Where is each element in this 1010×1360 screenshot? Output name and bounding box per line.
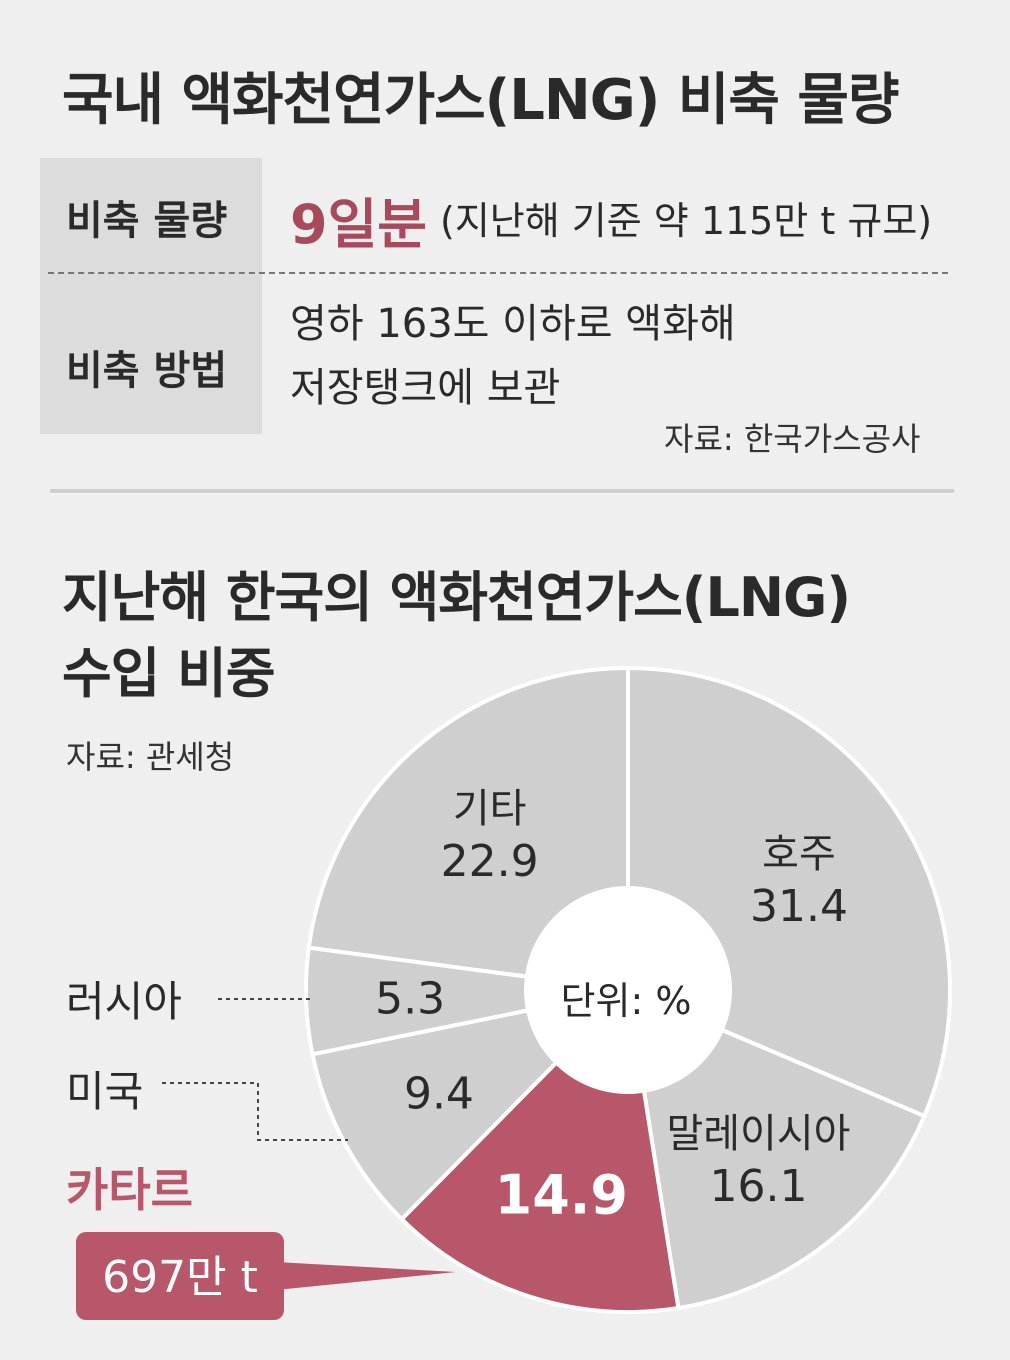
row-label-method: 비축 방법 — [66, 348, 228, 394]
slice-value-others: 22.9 — [441, 836, 539, 887]
method-line-2: 저장탱크에 보관 — [290, 365, 561, 411]
donut-hole — [524, 886, 732, 1094]
center-unit-label: 단위: % — [561, 979, 692, 1023]
slice-name-others: 기타 — [453, 786, 527, 832]
qatar-callout-pointer — [276, 1262, 456, 1290]
table-label-column — [40, 158, 262, 434]
method-line-1: 영하 163도 이하로 액화해 — [290, 301, 736, 347]
stock-detail-value: (지난해 기준 약 115만 t 규모) — [440, 199, 933, 243]
qatar-callout-text: 697만 t — [102, 1252, 258, 1303]
chart-title-line-1: 지난해 한국의 액화천연가스(LNG) — [62, 566, 851, 629]
table-divider — [48, 272, 948, 274]
chart-title: 지난해 한국의 액화천연가스(LNG) 수입 비중 — [62, 560, 851, 712]
label-qatar: 카타르 — [66, 1163, 193, 1217]
label-usa: 미국 — [66, 1067, 143, 1116]
top-title: 국내 액화천연가스(LNG) 비축 물량 — [62, 68, 899, 133]
slice-value-australia: 31.4 — [750, 881, 848, 932]
usa-leader-line — [162, 1082, 348, 1141]
section-divider — [50, 489, 954, 494]
slice-value-malaysia: 16.1 — [709, 1161, 807, 1212]
slice-malaysia — [625, 986, 927, 1311]
row-label-amount: 비축 물량 — [66, 198, 228, 244]
stock-days-value: 9일분 — [290, 193, 427, 256]
table-source: 자료: 한국가스공사 — [664, 420, 921, 458]
qatar-callout-box — [76, 1232, 284, 1320]
slice-value-russia: 5.3 — [375, 974, 445, 1025]
chart-source: 자료: 관세청 — [66, 738, 235, 776]
slice-value-qatar: 14.9 — [495, 1164, 628, 1227]
label-russia: 러시아 — [66, 977, 182, 1026]
slice-others — [306, 665, 630, 993]
slice-value-usa: 9.4 — [404, 1068, 474, 1119]
slice-name-australia: 호주 — [762, 831, 836, 877]
chart-title-line-2: 수입 비중 — [62, 642, 276, 705]
slice-name-malaysia: 말레이시아 — [666, 1111, 850, 1157]
